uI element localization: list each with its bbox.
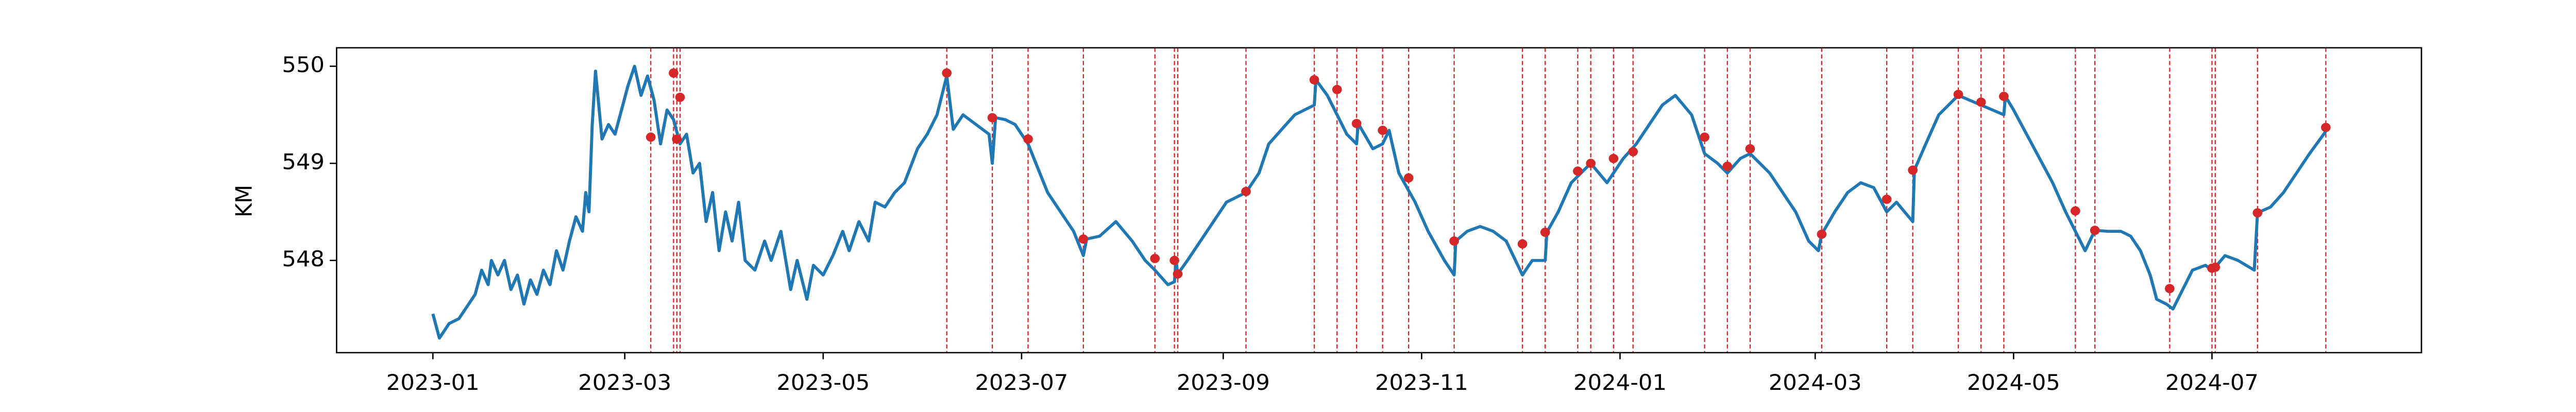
data-line [431,64,2327,340]
event-point [1882,194,1892,204]
event-point [987,113,997,123]
event-point [1309,75,1319,84]
event-point [1023,134,1033,144]
x-tick-label: 2023-11 [1375,371,1468,396]
event-point [646,132,656,142]
event-point [1332,84,1342,94]
event-point [1150,253,1160,263]
event-point [2210,262,2221,272]
event-point [1628,147,1638,157]
event-point [669,68,679,78]
event-point [942,68,952,78]
y-axis-label: KM [232,185,258,217]
event-point [1953,90,1963,99]
event-point [1403,173,1414,183]
y-tick-label: 549 [282,150,325,175]
event-point [2165,284,2175,294]
event-point [2252,208,2263,218]
y-tick-label: 548 [282,247,325,272]
event-point [1449,236,1459,246]
event-point [1170,255,1179,265]
event-point [1608,153,1619,163]
x-tick-label: 2023-05 [776,371,870,396]
event-point [1722,161,1733,171]
x-tick-label: 2024-03 [1769,371,1862,396]
event-point [2090,226,2100,235]
event-point [1078,234,1089,244]
x-tick-label: 2023-01 [386,371,480,396]
event-point [672,134,682,144]
event-point [1173,269,1183,279]
x-tick-label: 2023-09 [1177,371,1270,396]
event-point [1241,186,1251,196]
event-point [1517,239,1528,249]
event-point [675,92,685,102]
event-point [1817,229,1827,239]
x-tick-label: 2024-07 [2165,371,2259,396]
event-point [1908,165,1918,175]
event-point [2321,123,2331,132]
event-point [1540,228,1550,237]
x-tick-label: 2024-05 [1967,371,2060,396]
plot-frame [336,47,2422,354]
event-point [1976,97,1986,107]
event-point [1999,92,2009,101]
event-point [1573,166,1583,176]
event-point [1586,159,1596,168]
x-tick-label: 2023-03 [578,371,671,396]
x-tick-label: 2024-01 [1573,371,1667,396]
x-tick-label: 2023-07 [975,371,1068,396]
event-point [1378,126,1387,135]
y-tick-label: 550 [282,53,325,78]
event-point [1745,144,1755,153]
event-point [2070,206,2080,216]
event-point [1351,118,1362,128]
event-point [1700,132,1709,142]
